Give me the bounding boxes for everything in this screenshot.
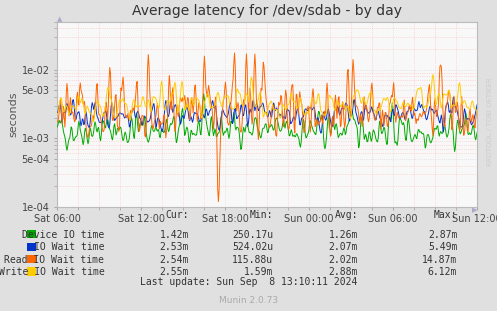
Text: 2.07m: 2.07m [329,242,358,252]
Text: 2.88m: 2.88m [329,267,358,277]
Text: 250.17u: 250.17u [232,230,273,240]
Text: 524.02u: 524.02u [232,242,273,252]
Text: Max:: Max: [434,210,457,220]
Text: Avg:: Avg: [334,210,358,220]
Text: Min:: Min: [250,210,273,220]
Text: 14.87m: 14.87m [422,255,457,265]
Text: Read IO Wait time: Read IO Wait time [4,255,104,265]
Y-axis label: seconds: seconds [9,91,19,137]
Text: ▲: ▲ [57,16,63,22]
Text: 5.49m: 5.49m [428,242,457,252]
Text: Write IO Wait time: Write IO Wait time [0,267,104,277]
Text: Cur:: Cur: [166,210,189,220]
Text: 1.42m: 1.42m [160,230,189,240]
Text: 2.02m: 2.02m [329,255,358,265]
Text: Device IO time: Device IO time [22,230,104,240]
Title: Average latency for /dev/sdab - by day: Average latency for /dev/sdab - by day [132,4,402,18]
Text: 2.55m: 2.55m [160,267,189,277]
Text: 115.88u: 115.88u [232,255,273,265]
Text: 2.54m: 2.54m [160,255,189,265]
Text: IO Wait time: IO Wait time [34,242,104,252]
Text: 6.12m: 6.12m [428,267,457,277]
Text: 2.53m: 2.53m [160,242,189,252]
Text: ▶: ▶ [472,207,477,213]
Text: RRDTOOL / TOBI OETIKER: RRDTOOL / TOBI OETIKER [487,77,493,166]
Text: Munin 2.0.73: Munin 2.0.73 [219,296,278,305]
Text: 1.26m: 1.26m [329,230,358,240]
Text: 2.87m: 2.87m [428,230,457,240]
Text: 1.59m: 1.59m [244,267,273,277]
Text: Last update: Sun Sep  8 13:10:11 2024: Last update: Sun Sep 8 13:10:11 2024 [140,277,357,287]
